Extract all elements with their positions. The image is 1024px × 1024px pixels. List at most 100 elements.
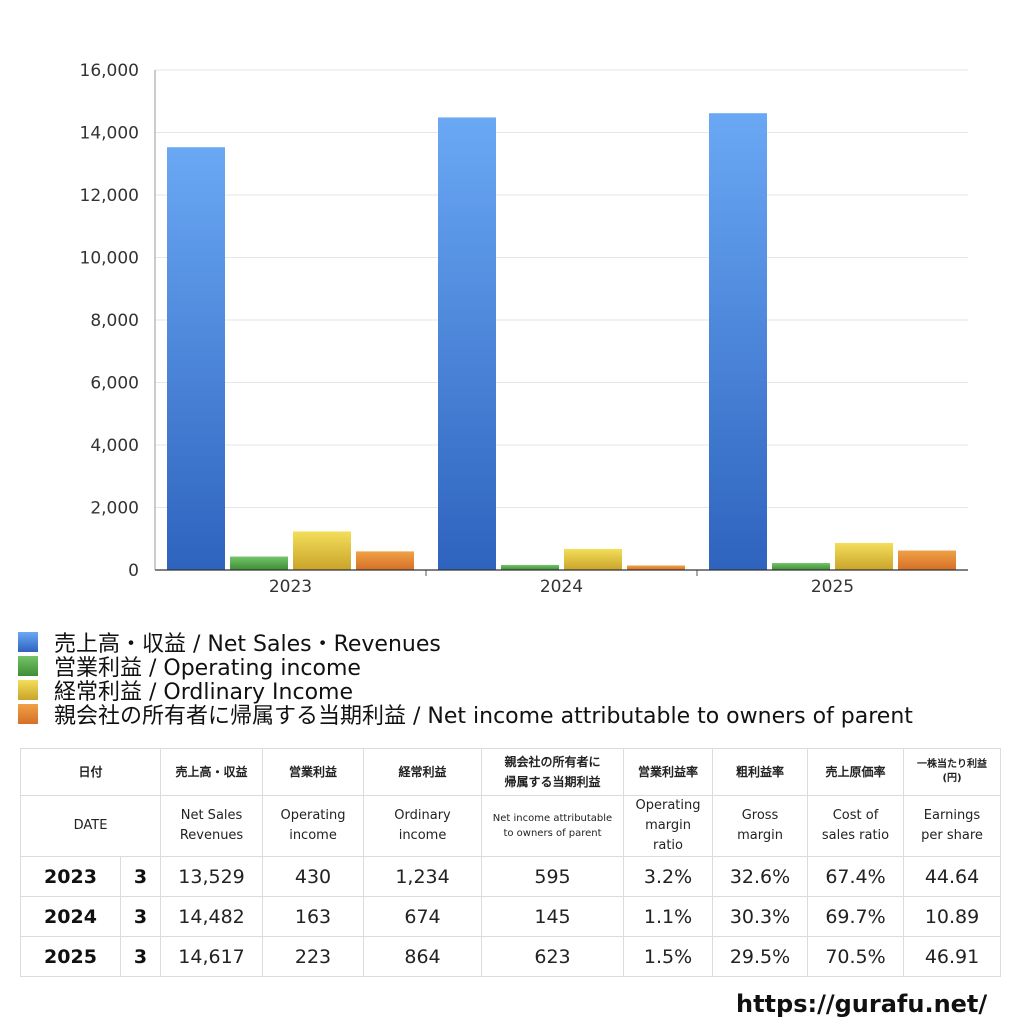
bar xyxy=(356,551,414,570)
header-sales-jp: 売上高・収益 xyxy=(160,748,264,796)
header-gross-jp: 粗利益率 xyxy=(712,748,809,796)
bar xyxy=(772,563,830,570)
cell-operating: 163 xyxy=(262,896,365,937)
cell-gross: 30.3% xyxy=(712,896,809,937)
cell-op-margin: 3.2% xyxy=(623,856,714,897)
bar xyxy=(898,550,956,570)
bar xyxy=(709,113,767,570)
header-date-en: DATE xyxy=(19,795,162,857)
cell-net: 595 xyxy=(481,856,625,897)
header-op-margin-jp: 営業利益率 xyxy=(623,748,714,796)
header-op-margin-en-line3: ratio xyxy=(653,838,683,853)
legend-label-ordinary: 経常利益 / Ordlinary Income xyxy=(54,680,353,705)
cell-op-margin: 1.1% xyxy=(623,896,714,937)
cell-ordinary: 864 xyxy=(363,936,483,977)
cell-net: 145 xyxy=(481,896,625,937)
header-ordinary-en-line2: income xyxy=(398,828,447,843)
table-row: 2024 3 14,482 163 674 145 1.1% 30.3% 69.… xyxy=(20,896,1002,937)
cell-net: 623 xyxy=(481,936,625,977)
header-op-margin-en: Operating margin ratio xyxy=(623,795,714,857)
header-row-jp: 日付 売上高・収益 営業利益 経常利益 親会社の所有者に 帰属する当期利益 営業利… xyxy=(19,748,1002,796)
y-tick-label: 10,000 xyxy=(80,249,139,269)
legend-swatch-net-income xyxy=(18,704,38,724)
bars xyxy=(167,113,956,570)
bar-chart: 0 2,000 4,000 6,000 8,000 10,000 12,000 14,000 1… xyxy=(80,61,968,597)
header-op-margin-en-line2: margin xyxy=(645,818,691,833)
y-tick-label: 2,000 xyxy=(90,499,139,519)
site-url[interactable]: https://gurafu.net/ xyxy=(736,990,988,1018)
header-ordinary-jp: 経常利益 xyxy=(363,748,483,796)
axes: 0 2,000 4,000 6,000 8,000 10,000 12,000 14,000 1… xyxy=(80,61,968,597)
cell-sales: 14,617 xyxy=(160,936,264,977)
header-cost-en-line2: sales ratio xyxy=(821,828,890,843)
cell-cost: 70.5% xyxy=(807,936,905,977)
bar xyxy=(230,556,288,570)
header-row-en: DATE Net Sales Revenues Operating income O… xyxy=(19,795,1002,857)
header-eps-en: Earnings per share xyxy=(903,795,1002,857)
header-sales-en-line2: Revenues xyxy=(179,828,244,843)
bar xyxy=(835,543,893,570)
header-gross-en-line1: Gross xyxy=(741,808,779,823)
y-tick-label: 12,000 xyxy=(80,186,139,206)
header-gross-en-line2: margin xyxy=(737,828,783,843)
cell-eps: 46.91 xyxy=(903,936,1002,977)
cell-operating: 430 xyxy=(262,856,365,897)
bar xyxy=(564,548,622,570)
header-eps-en-line1: Earnings xyxy=(923,808,981,823)
header-eps-jp-line1: 一株当たり利益 xyxy=(917,759,988,770)
header-op-margin-en-line1: Operating xyxy=(635,798,701,813)
header-cost-en: Cost of sales ratio xyxy=(807,795,905,857)
cell-sales: 13,529 xyxy=(160,856,264,897)
header-net-jp-line1: 親会社の所有者に xyxy=(504,755,601,769)
header-ordinary-en-line1: Ordinary xyxy=(394,808,451,823)
financial-table: 日付 売上高・収益 営業利益 経常利益 親会社の所有者に 帰属する当期利益 営業利… xyxy=(19,748,1002,977)
bar xyxy=(293,531,351,570)
bar xyxy=(501,564,559,570)
header-operating-en-line1: Operating xyxy=(280,808,346,823)
cell-cost: 69.7% xyxy=(807,896,905,937)
cell-gross: 29.5% xyxy=(712,936,809,977)
cell-month: 3 xyxy=(119,936,162,977)
legend-label-net-income: 親会社の所有者に帰属する当期利益 / Net income attributab… xyxy=(54,704,913,729)
cell-month: 3 xyxy=(119,896,162,937)
y-tick-label: 14,000 xyxy=(80,124,139,144)
header-eps-jp-line2: (円) xyxy=(942,773,962,784)
header-ordinary-en: Ordinary income xyxy=(363,795,483,857)
cell-eps: 44.64 xyxy=(903,856,1002,897)
cell-sales: 14,482 xyxy=(160,896,264,937)
cell-ordinary: 674 xyxy=(363,896,483,937)
legend-swatch-ordinary xyxy=(18,680,38,700)
y-tick-label: 4,000 xyxy=(90,436,139,456)
table-row: 2025 3 14,617 223 864 623 1.5% 29.5% 70.… xyxy=(20,936,1002,977)
header-operating-en: Operating income xyxy=(262,795,365,857)
legend-item-operating: 営業利益 / Operating income xyxy=(18,654,913,681)
cell-op-margin: 1.5% xyxy=(623,936,714,977)
x-tick-label: 2023 xyxy=(269,577,312,597)
legend-label-sales: 売上高・収益 / Net Sales・Revenues xyxy=(54,632,441,657)
x-tick-label: 2025 xyxy=(811,577,854,597)
cell-operating: 223 xyxy=(262,936,365,977)
legend-item-ordinary: 経常利益 / Ordlinary Income xyxy=(18,678,913,705)
header-eps-jp: 一株当たり利益 (円) xyxy=(903,748,1002,796)
legend-label-operating: 営業利益 / Operating income xyxy=(54,656,361,681)
y-tick-label: 0 xyxy=(128,561,139,581)
legend-swatch-sales xyxy=(18,632,38,652)
bar xyxy=(627,565,685,570)
legend: 売上高・収益 / Net Sales・Revenues 営業利益 / Opera… xyxy=(18,630,913,729)
legend-item-sales: 売上高・収益 / Net Sales・Revenues xyxy=(18,630,913,657)
header-eps-en-line2: per share xyxy=(921,828,983,843)
y-tick-label: 8,000 xyxy=(90,311,139,331)
header-net-jp: 親会社の所有者に 帰属する当期利益 xyxy=(481,748,625,796)
cell-cost: 67.4% xyxy=(807,856,905,897)
cell-year: 2024 xyxy=(20,896,121,937)
y-tick-label: 16,000 xyxy=(80,61,139,81)
cell-month: 3 xyxy=(119,856,162,897)
header-operating-en-line2: income xyxy=(289,828,337,843)
cell-ordinary: 1,234 xyxy=(363,856,483,897)
header-cost-en-line1: Cost of xyxy=(832,808,879,823)
header-sales-en-line1: Net Sales xyxy=(180,808,243,823)
legend-item-net-income: 親会社の所有者に帰属する当期利益 / Net income attributab… xyxy=(18,702,913,729)
header-net-en-line1: Net income attributable xyxy=(492,813,613,824)
cell-eps: 10.89 xyxy=(903,896,1002,937)
legend-swatch-operating xyxy=(18,656,38,676)
